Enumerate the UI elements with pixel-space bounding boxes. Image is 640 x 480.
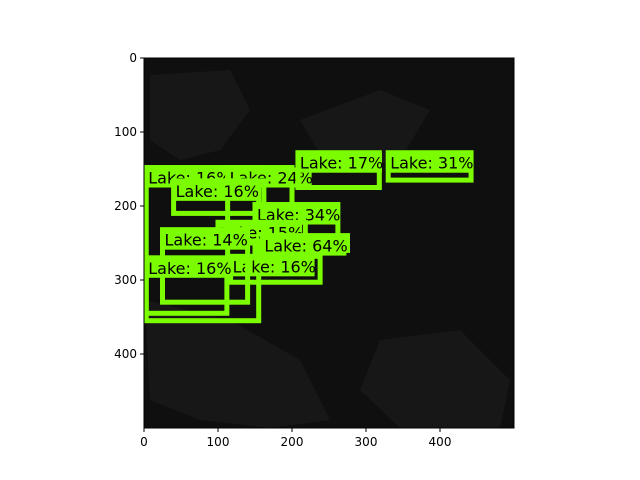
detection-label-bg	[146, 257, 231, 278]
detection-label-bg	[388, 152, 473, 173]
detection-label-bg	[230, 256, 315, 277]
detection-4: Lake: 16%	[171, 178, 267, 216]
y-tick-label: 300	[114, 273, 137, 287]
x-tick-label: 400	[429, 435, 452, 449]
detection-label-bg	[297, 152, 382, 173]
detection-2: Lake: 17%	[295, 150, 383, 190]
terrain-patch	[150, 70, 250, 160]
detection-label-bg	[262, 235, 347, 256]
terrain-patch	[145, 300, 330, 428]
detection-label: Lake: 64%	[264, 237, 347, 256]
detection-label: Lake: 31%	[390, 154, 473, 173]
x-tick-label: 300	[355, 435, 378, 449]
detection-10: Lake: 16%	[143, 255, 232, 316]
y-tick-label: 100	[114, 125, 137, 139]
detection-8: Lake: 16%	[228, 253, 323, 285]
terrain-patch	[300, 90, 430, 170]
detection-label-bg	[173, 180, 258, 201]
y-tick-label: 0	[129, 51, 137, 65]
axes-frame	[143, 57, 515, 429]
detection-3: Lake: 31%	[385, 150, 474, 183]
axes: 0 100 200 300 400 0 100 200 300 400	[114, 51, 515, 449]
y-tick-label: 400	[114, 347, 137, 361]
detection-label: Lake: 16%	[176, 182, 259, 201]
detection-label-bg	[162, 229, 247, 250]
detection-9: Lake: 14%	[160, 227, 251, 305]
y-tick-label: 200	[114, 199, 137, 213]
detection-7: Lake: 64%	[259, 233, 350, 256]
detection-boxes: Lake: 16%Lake: 24%Lake: 17% Lake: 31%Lake…	[143, 150, 474, 324]
detection-label: Lake: 14%	[165, 231, 248, 250]
detection-5: Lake: 34%	[252, 202, 341, 255]
detection-label: Lake: 16%	[233, 257, 316, 276]
detection-label: Lake: 34%	[257, 206, 340, 225]
detection-label-bg	[255, 204, 339, 225]
x-tick-label: 200	[281, 435, 304, 449]
detection-label: Lake: 16%	[148, 259, 231, 278]
x-tick-label: 100	[207, 435, 230, 449]
detection-label: Lake: 17%	[300, 154, 383, 173]
terrain-patch	[360, 330, 510, 428]
x-tick-label: 0	[140, 435, 148, 449]
